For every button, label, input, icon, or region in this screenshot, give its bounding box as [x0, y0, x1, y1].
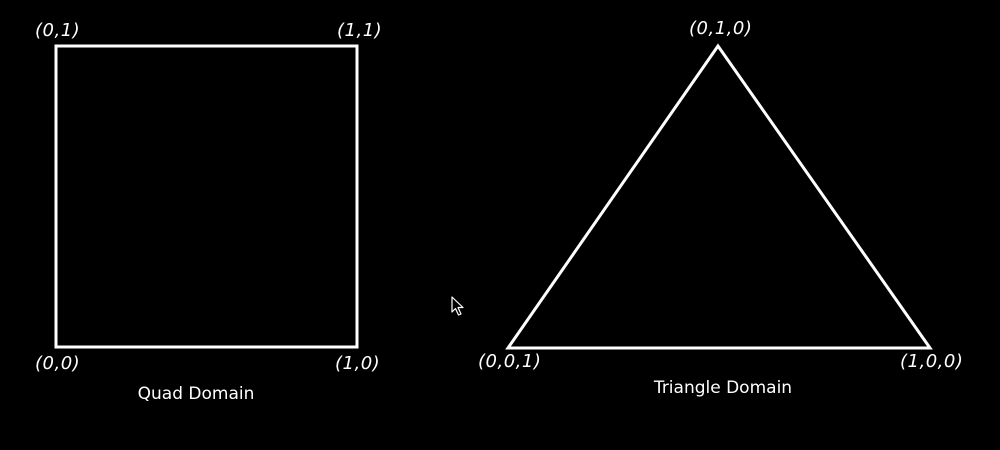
triangle-label-top: (0,1,0) [689, 18, 753, 39]
quad-label-top-right: (1,1) [337, 20, 383, 41]
mouse-pointer-icon [451, 296, 464, 316]
triangle-domain-shape [505, 43, 933, 350]
quad-label-bottom-right: (1,0) [335, 353, 381, 374]
triangle-domain-caption: Triangle Domain [653, 378, 793, 398]
quad-label-bottom-left: (0,0) [35, 353, 81, 374]
triangle-label-bottom-right: (1,0,0) [900, 351, 964, 372]
triangle-label-bottom-left: (0,0,1) [478, 351, 542, 372]
quad-domain-shape [54, 44, 359, 349]
quad-domain-caption: Quad Domain [137, 384, 255, 404]
quad-label-top-left: (0,1) [35, 20, 81, 41]
